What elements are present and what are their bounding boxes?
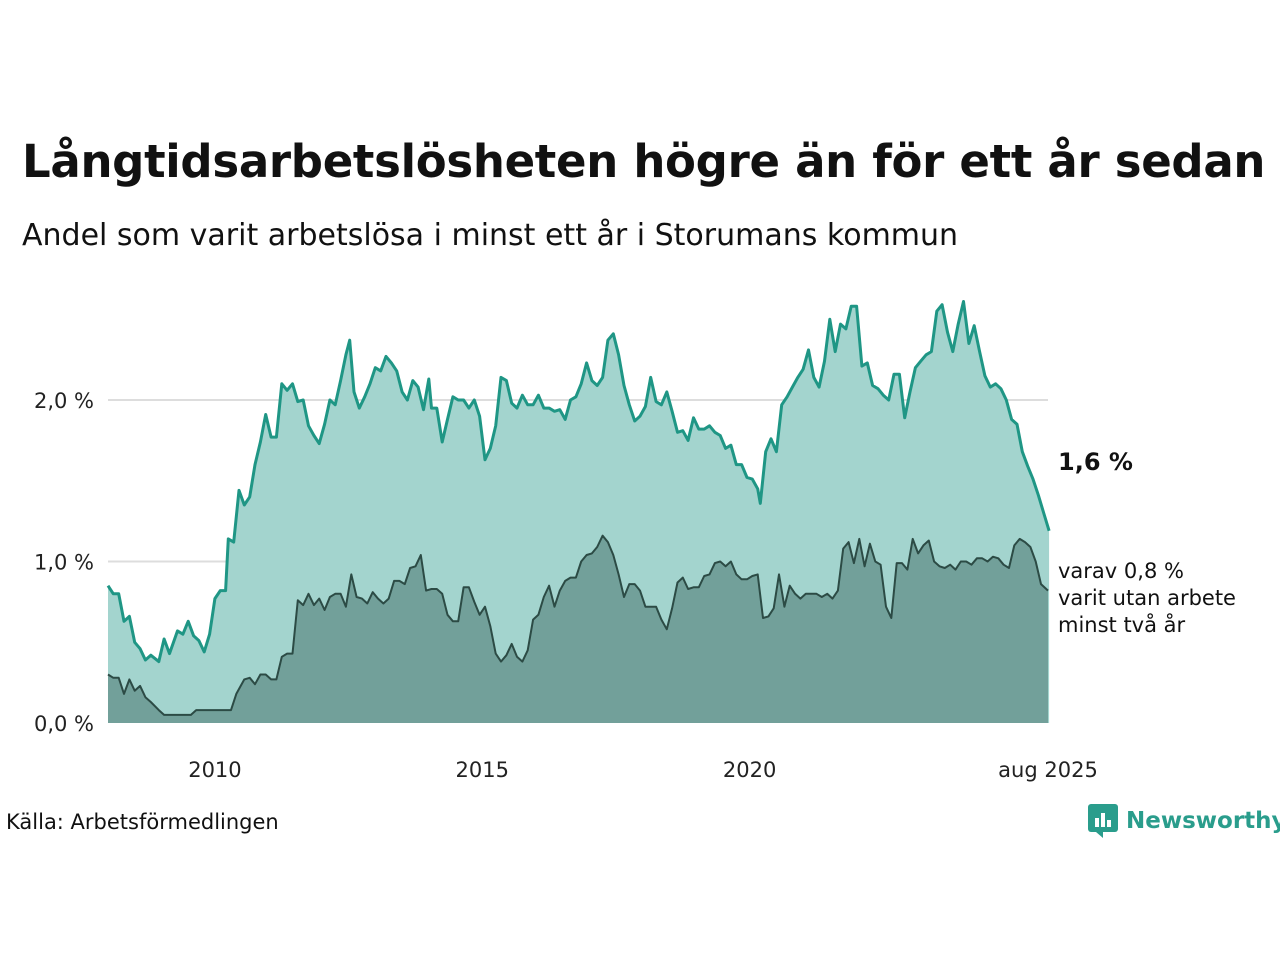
sub-series-label: varav 0,8 % — [1058, 559, 1184, 583]
x-tick-label: 2020 — [723, 758, 776, 782]
axis-layer: 0,0 % 1,0 % 2,0 % 2010 2015 2020 aug 2025 — [34, 389, 1098, 782]
brand-logo: Newsworthy — [1088, 804, 1280, 838]
x-tick-label: 2010 — [188, 758, 241, 782]
y-tick-label: 0,0 % — [34, 712, 94, 736]
newsworthy-logo-icon — [1088, 804, 1118, 838]
y-tick-label: 2,0 % — [34, 389, 94, 413]
end-value-label: 1,6 % — [1058, 448, 1133, 476]
area-layer — [106, 300, 1051, 723]
y-tick-label: 1,0 % — [34, 551, 94, 575]
series-line-over-two-years — [107, 534, 1049, 716]
source-note: Källa: Arbetsförmedlingen — [6, 810, 279, 834]
sub-series-label: minst två år — [1058, 612, 1186, 637]
brand-name: Newsworthy — [1126, 808, 1280, 834]
chart-title: Långtidsarbetslösheten högre än för ett … — [22, 135, 1266, 188]
sub-series-label: varit utan arbete — [1058, 586, 1236, 610]
x-tick-label: aug 2025 — [998, 758, 1098, 782]
series-line-total — [106, 300, 1051, 664]
series-area-over-two-years — [108, 535, 1048, 723]
x-tick-label: 2015 — [456, 758, 509, 782]
chart-subtitle: Andel som varit arbetslösa i minst ett å… — [22, 218, 959, 253]
